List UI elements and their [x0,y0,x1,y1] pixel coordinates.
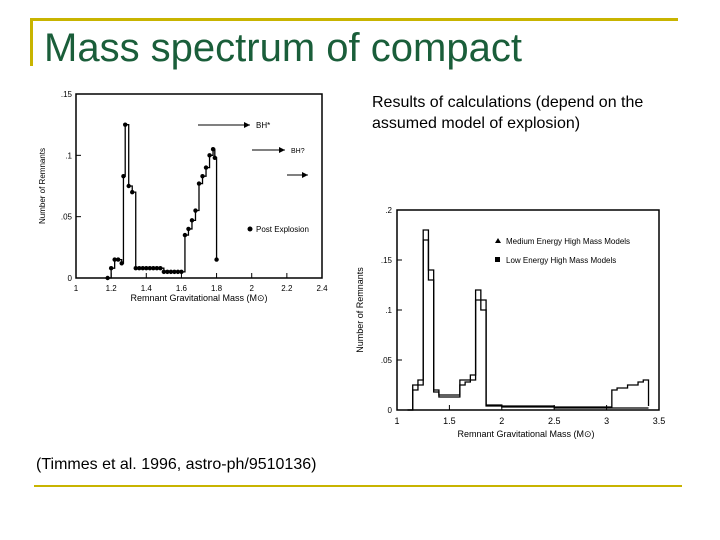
data-point [126,183,131,189]
y-tick-label: .1 [385,306,392,315]
slide-title: Mass spectrum of compact [44,26,522,70]
data-point [210,147,216,152]
x-tick-label: 1.2 [106,284,118,293]
series-line-low-energy [407,239,649,411]
citation: (Timmes et al. 1996, astro-ph/9510136) [36,456,317,473]
x-tick-label: 3 [604,416,609,426]
left-rule [30,18,33,66]
annotation-bh-question: BH? [291,148,305,155]
x-tick-label: 2.5 [548,416,561,426]
data-point [182,232,188,238]
x-axis-label: Remnant Gravitational Mass (M⊙) [130,293,267,303]
data-point [161,269,167,275]
data-point [186,226,191,232]
data-point [119,261,124,266]
data-point [154,265,160,271]
data-point [165,269,170,275]
data-point [212,155,218,160]
data-point [207,153,212,158]
x-tick-label: 3.5 [653,416,666,426]
arrowhead-icon [244,122,250,128]
y-tick-label: .1 [65,151,72,160]
x-axis-label: Remnant Gravitational Mass (M⊙) [457,429,594,439]
y-axis-label: Number of Remnants [355,267,365,353]
data-point [112,257,117,262]
x-tick-label: 1.6 [176,284,188,293]
data-point [189,218,195,223]
legend-label: Post Explosion [256,225,309,234]
arrowhead-icon [279,147,285,153]
x-tick-label: 1.8 [211,284,223,293]
x-tick-label: 1 [74,284,79,293]
data-point [179,269,184,275]
y-tick-label: .15 [381,256,393,265]
data-point [115,257,121,262]
legend-marker [247,226,253,232]
y-tick-label: .2 [385,206,392,215]
y-tick-label: 0 [388,406,393,415]
x-tick-label: 1.4 [141,284,153,293]
x-tick-label: 2 [249,284,254,293]
data-point [121,173,126,179]
y-axis-label: Number of Remnants [38,148,47,224]
y-tick-label: .05 [61,213,73,222]
data-point [203,165,209,170]
x-tick-label: 2 [499,416,504,426]
data-point [172,269,177,275]
y-tick-label: 0 [68,274,73,283]
caption: Results of calculations (depend on the a… [372,94,644,132]
y-tick-label: .15 [61,90,73,99]
legend-label-medium: Medium Energy High Mass Models [506,237,630,246]
data-point [105,275,110,281]
data-point [130,189,135,195]
data-point [175,269,181,275]
x-tick-label: 1 [394,416,399,426]
data-point [108,265,114,271]
data-point [133,265,138,271]
plot-frame [75,93,323,279]
annotation-bh-star: BH* [256,121,270,130]
bottom-rule [34,485,682,487]
data-point [214,257,219,262]
y-tick-label: .05 [381,356,393,365]
data-point [137,265,142,271]
x-tick-label: 2.4 [316,284,328,293]
arrowhead-icon [302,172,308,178]
x-tick-label: 1.5 [443,416,456,426]
data-point [123,122,128,127]
data-point [147,265,152,271]
top-rule [32,18,678,21]
data-point [200,173,205,179]
legend-label-low: Low Energy High Mass Models [506,256,616,265]
data-point [193,208,198,213]
data-point [196,181,202,186]
data-point [144,265,149,271]
triangle-legend-icon [495,238,501,243]
x-tick-label: 2.2 [281,284,293,293]
data-point [158,265,163,271]
data-point [151,265,156,271]
square-legend-icon [495,257,500,262]
data-point [140,265,145,271]
data-point [168,269,174,275]
